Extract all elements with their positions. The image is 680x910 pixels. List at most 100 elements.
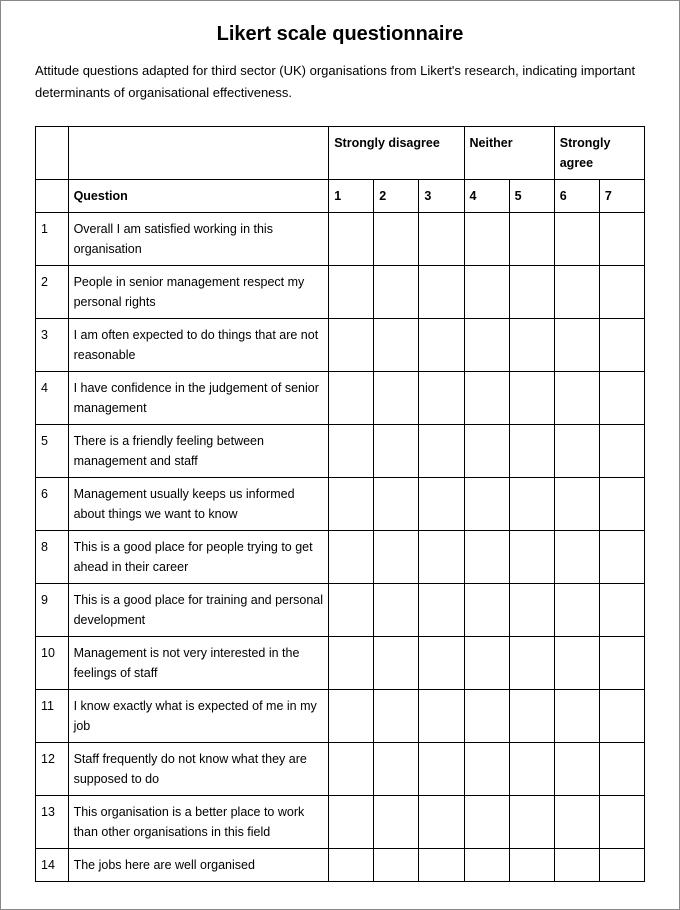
response-cell-3[interactable] [419,319,464,372]
response-cell-4[interactable] [464,849,509,882]
response-cell-5[interactable] [509,743,554,796]
header-blank-num2 [36,180,69,213]
response-cell-7[interactable] [599,584,644,637]
response-cell-1[interactable] [329,849,374,882]
response-cell-5[interactable] [509,584,554,637]
row-number: 1 [36,213,69,266]
response-cell-1[interactable] [329,372,374,425]
response-cell-2[interactable] [374,743,419,796]
response-cell-5[interactable] [509,690,554,743]
response-cell-3[interactable] [419,213,464,266]
response-cell-7[interactable] [599,319,644,372]
response-cell-1[interactable] [329,743,374,796]
response-cell-3[interactable] [419,478,464,531]
response-cell-2[interactable] [374,372,419,425]
response-cell-7[interactable] [599,425,644,478]
row-number: 8 [36,531,69,584]
response-cell-5[interactable] [509,478,554,531]
question-text: The jobs here are well organised [68,849,329,882]
response-cell-6[interactable] [554,796,599,849]
response-cell-6[interactable] [554,319,599,372]
response-cell-7[interactable] [599,213,644,266]
response-cell-2[interactable] [374,849,419,882]
response-cell-2[interactable] [374,478,419,531]
response-cell-4[interactable] [464,584,509,637]
response-cell-2[interactable] [374,637,419,690]
question-text: I know exactly what is expected of me in… [68,690,329,743]
response-cell-6[interactable] [554,372,599,425]
response-cell-3[interactable] [419,637,464,690]
likert-table: Strongly disagree Neither Strongly agree… [35,126,645,882]
response-cell-6[interactable] [554,584,599,637]
response-cell-6[interactable] [554,478,599,531]
response-cell-4[interactable] [464,743,509,796]
response-cell-3[interactable] [419,690,464,743]
response-cell-4[interactable] [464,478,509,531]
response-cell-3[interactable] [419,796,464,849]
response-cell-3[interactable] [419,531,464,584]
response-cell-5[interactable] [509,425,554,478]
response-cell-1[interactable] [329,425,374,478]
response-cell-3[interactable] [419,584,464,637]
response-cell-6[interactable] [554,849,599,882]
response-cell-6[interactable] [554,266,599,319]
response-cell-7[interactable] [599,690,644,743]
response-cell-2[interactable] [374,690,419,743]
response-cell-4[interactable] [464,213,509,266]
response-cell-7[interactable] [599,478,644,531]
response-cell-4[interactable] [464,425,509,478]
response-cell-5[interactable] [509,849,554,882]
response-cell-2[interactable] [374,319,419,372]
response-cell-6[interactable] [554,743,599,796]
response-cell-1[interactable] [329,637,374,690]
response-cell-6[interactable] [554,690,599,743]
response-cell-1[interactable] [329,531,374,584]
response-cell-2[interactable] [374,266,419,319]
response-cell-5[interactable] [509,266,554,319]
response-cell-5[interactable] [509,213,554,266]
response-cell-2[interactable] [374,213,419,266]
response-cell-6[interactable] [554,531,599,584]
response-cell-1[interactable] [329,584,374,637]
response-cell-5[interactable] [509,372,554,425]
response-cell-7[interactable] [599,637,644,690]
response-cell-2[interactable] [374,584,419,637]
response-cell-4[interactable] [464,690,509,743]
response-cell-7[interactable] [599,372,644,425]
question-text: I have confidence in the judgement of se… [68,372,329,425]
response-cell-4[interactable] [464,796,509,849]
response-cell-6[interactable] [554,425,599,478]
response-cell-2[interactable] [374,531,419,584]
response-cell-7[interactable] [599,796,644,849]
response-cell-7[interactable] [599,266,644,319]
response-cell-1[interactable] [329,319,374,372]
response-cell-1[interactable] [329,266,374,319]
response-cell-6[interactable] [554,213,599,266]
response-cell-4[interactable] [464,266,509,319]
response-cell-1[interactable] [329,690,374,743]
response-cell-1[interactable] [329,796,374,849]
question-text: I am often expected to do things that ar… [68,319,329,372]
response-cell-3[interactable] [419,425,464,478]
response-cell-3[interactable] [419,743,464,796]
response-cell-7[interactable] [599,531,644,584]
response-cell-6[interactable] [554,637,599,690]
response-cell-3[interactable] [419,849,464,882]
response-cell-5[interactable] [509,796,554,849]
header-group-row: Strongly disagree Neither Strongly agree [36,127,645,180]
response-cell-4[interactable] [464,319,509,372]
response-cell-4[interactable] [464,637,509,690]
response-cell-4[interactable] [464,531,509,584]
response-cell-2[interactable] [374,425,419,478]
response-cell-4[interactable] [464,372,509,425]
response-cell-7[interactable] [599,849,644,882]
response-cell-5[interactable] [509,531,554,584]
response-cell-3[interactable] [419,372,464,425]
response-cell-3[interactable] [419,266,464,319]
response-cell-5[interactable] [509,319,554,372]
response-cell-1[interactable] [329,478,374,531]
response-cell-5[interactable] [509,637,554,690]
response-cell-2[interactable] [374,796,419,849]
response-cell-7[interactable] [599,743,644,796]
response-cell-1[interactable] [329,213,374,266]
